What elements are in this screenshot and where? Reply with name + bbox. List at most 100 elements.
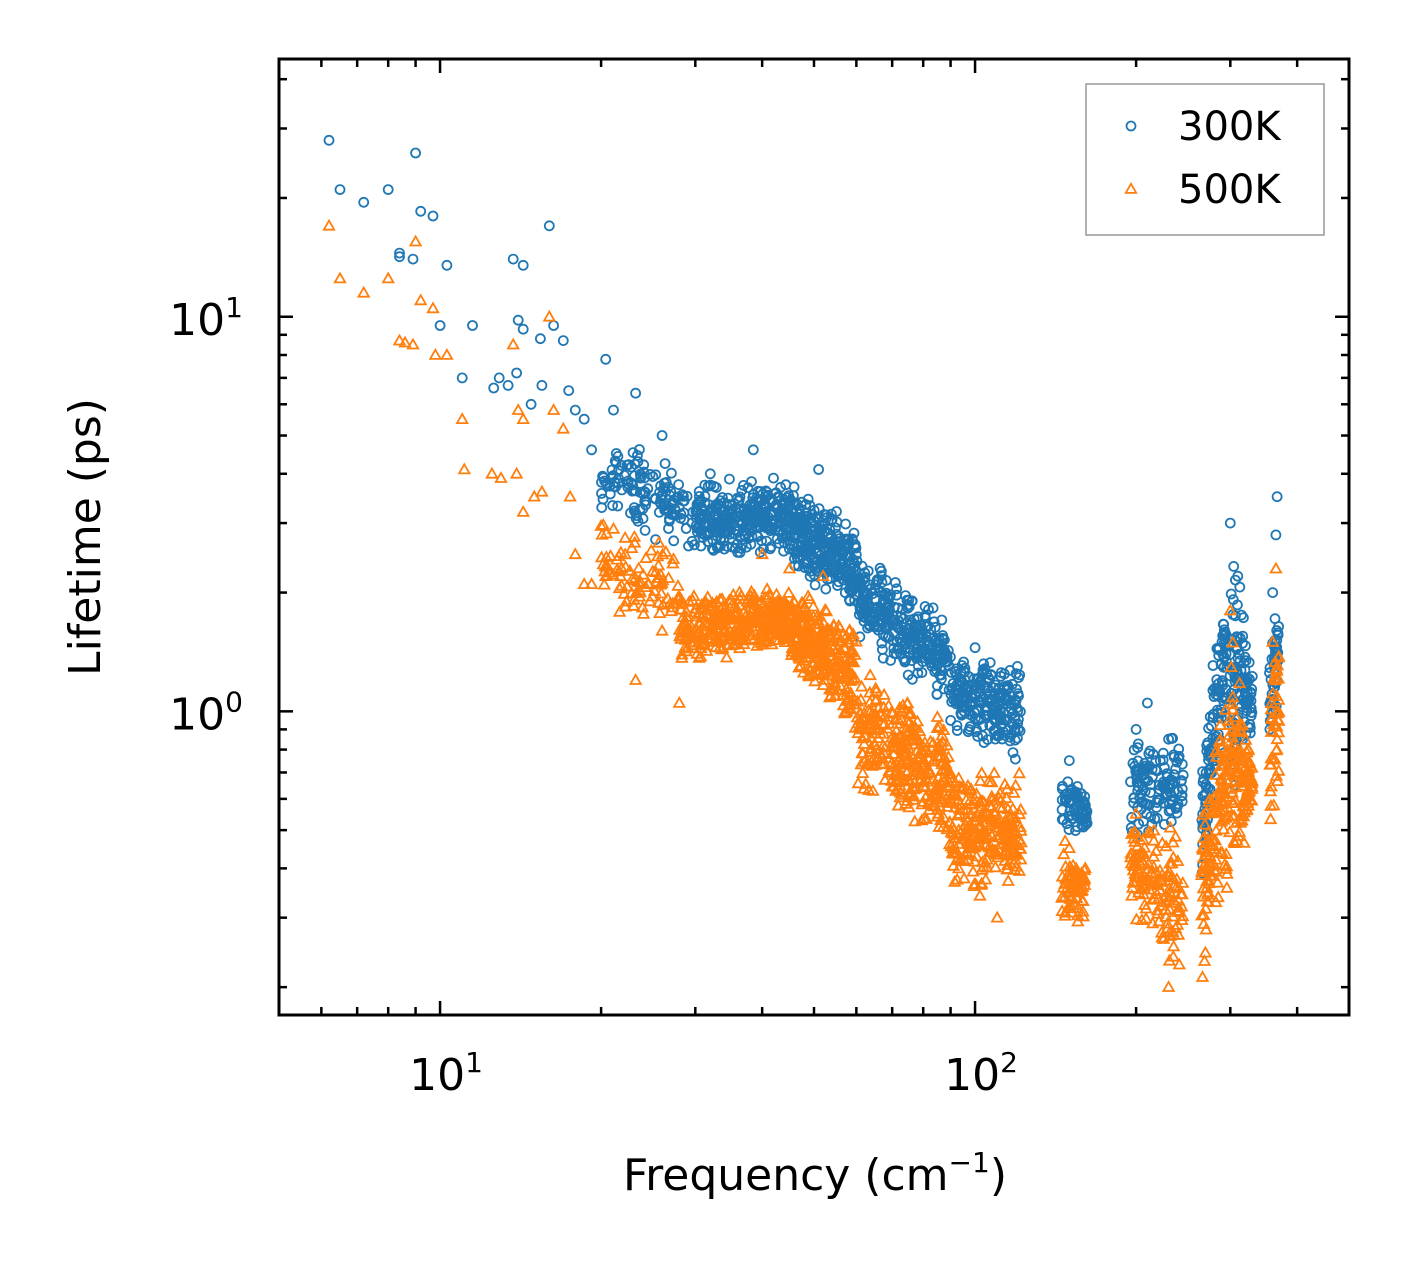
data-point-300k (936, 665, 947, 676)
data-point-500k (937, 787, 951, 800)
data-point-500k (509, 466, 524, 479)
data-point-300k (1066, 809, 1078, 821)
data-point-300k (1063, 755, 1075, 766)
data-point-300k (691, 506, 702, 518)
data-point-500k (1142, 824, 1156, 837)
data-point-500k (1055, 890, 1069, 903)
data-point-300k (831, 506, 842, 517)
data-point-500k (973, 774, 988, 786)
data-point-300k (931, 689, 943, 700)
data-point-500k (629, 586, 643, 598)
data-point-500k (672, 695, 687, 708)
data-point-500k (1237, 805, 1252, 818)
data-point-500k (650, 571, 665, 583)
data-point-300k (891, 583, 903, 595)
data-point-300k (434, 320, 446, 331)
data-point-300k (634, 503, 646, 515)
data-point-300k (986, 708, 998, 720)
data-point-500k (946, 858, 961, 871)
data-point-300k (616, 459, 627, 471)
data-point-300k (833, 530, 844, 542)
data-point-500k (1204, 803, 1218, 816)
data-point-500k (1245, 793, 1259, 806)
data-point-500k (1230, 815, 1244, 828)
data-point-500k (556, 421, 571, 434)
data-point-500k (653, 606, 667, 618)
data-point-500k (1269, 768, 1284, 781)
data-point-500k (889, 763, 904, 776)
data-point-300k (788, 490, 799, 502)
legend-entries: 300K 500K (1124, 104, 1282, 213)
data-point-500k (1158, 902, 1173, 915)
data-point-300k (612, 450, 624, 462)
data-point-500k (652, 535, 666, 548)
data-point-500k (406, 337, 420, 350)
data-point-500k (933, 776, 948, 789)
data-point-500k (1151, 878, 1165, 891)
data-point-500k (844, 653, 859, 666)
data-point-300k (888, 642, 900, 654)
data-point-300k (892, 615, 904, 627)
data-point-500k (618, 559, 633, 572)
data-point-500k (792, 660, 806, 673)
data-point-500k (945, 820, 959, 832)
data-point-500k (978, 872, 993, 885)
data-point-300k (1128, 792, 1140, 804)
data-point-300k (736, 484, 748, 496)
data-point-300k (622, 475, 634, 487)
data-point-300k (790, 548, 802, 560)
data-point-500k (516, 504, 530, 517)
data-point-300k (1240, 655, 1252, 667)
data-point-300k (988, 682, 999, 694)
data-point-500k (886, 747, 901, 759)
data-point-300k (394, 251, 405, 263)
data-point-500k (968, 791, 982, 804)
data-point-500k (322, 218, 336, 231)
data-point-500k (889, 723, 904, 736)
data-point-500k (1162, 893, 1177, 905)
data-point-500k (1166, 835, 1180, 848)
data-point-500k (1223, 603, 1238, 616)
data-point-500k (861, 783, 876, 795)
data-point-500k (952, 806, 967, 819)
data-point-300k (760, 485, 772, 497)
data-point-500k (1198, 817, 1212, 830)
data-point-500k (682, 594, 696, 607)
data-point-500k (927, 783, 942, 796)
data-point-500k (802, 614, 817, 627)
data-point-500k (773, 621, 787, 634)
data-point-300k (517, 323, 529, 335)
data-point-300k (833, 569, 844, 581)
data-point-300k (1207, 684, 1219, 696)
data-point-500k (886, 706, 900, 719)
data-point-500k (1058, 871, 1073, 884)
data-point-500k (577, 577, 591, 589)
data-point-300k (394, 247, 405, 259)
data-point-300k (964, 721, 976, 733)
data-point-300k (864, 579, 876, 591)
data-point-300k (1151, 802, 1162, 813)
data-point-500k (906, 768, 920, 780)
data-point-500k (1125, 888, 1139, 901)
data-point-500k (381, 271, 395, 284)
data-point-500k (1126, 852, 1141, 865)
data-point-300k (946, 667, 957, 678)
data-point-300k (962, 726, 974, 738)
data-point-500k (617, 586, 631, 599)
data-point-500k (618, 530, 632, 543)
data-point-300k (673, 501, 685, 513)
data-point-500k (964, 782, 978, 794)
data-point-500k (1225, 785, 1240, 798)
data-point-500k (1065, 905, 1079, 918)
data-point-500k (1238, 771, 1253, 784)
data-point-500k (785, 641, 799, 654)
data-point-500k (1214, 814, 1229, 827)
data-point-500k (786, 617, 801, 630)
data-point-500k (940, 738, 954, 751)
data-point-300k (1163, 805, 1175, 817)
data-point-500k (594, 518, 608, 531)
data-point-500k (962, 841, 977, 854)
data-point-500k (919, 788, 934, 801)
data-point-500k (784, 623, 798, 636)
data-point-500k (901, 707, 916, 719)
